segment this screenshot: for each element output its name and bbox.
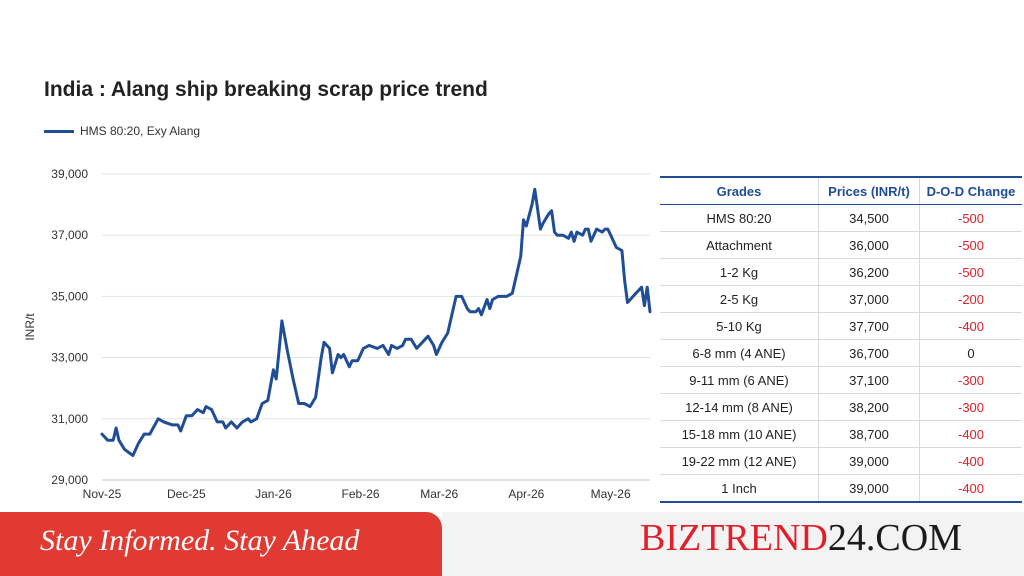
price-cell: 36,000 [818,231,920,259]
y-tick-label: 29,000 [51,473,88,487]
legend-label: HMS 80:20, Exy Alang [80,124,201,138]
table-row: 1-2 Kg 36,200 -500 [660,258,1022,286]
legend-swatch [44,129,74,133]
brand-name: BIZTREND [640,517,828,559]
table-row: Attachment 36,000 -500 [660,231,1022,259]
change-cell: -400 [919,312,1022,340]
change-cell: 0 [919,339,1022,367]
tagline-text: Stay Informed. Stay Ahead [40,524,360,557]
tagline-banner: Stay Informed. Stay Ahead [0,512,442,576]
table-row: 19-22 mm (12 ANE) 39,000 -400 [660,447,1022,475]
change-cell: -500 [919,258,1022,286]
brand-domain: 24.COM [827,517,962,559]
price-cell: 37,100 [818,366,920,394]
series-line [100,187,652,457]
y-axis-label: INR/t [23,313,37,341]
price-cell: 37,700 [818,312,920,340]
header-change: D-O-D Change [919,176,1022,205]
price-cell: 39,000 [818,474,920,503]
grades-table: Grades Prices (INR/t) D-O-D Change HMS 8… [660,176,1022,503]
x-tick-label: May-26 [591,487,631,501]
grade-cell: Attachment [660,231,819,259]
x-tick-label: Nov-25 [83,487,122,501]
table-row: 1 Inch 39,000 -400 [660,474,1022,503]
footer-brand-area [442,512,1024,576]
table-row: 12-14 mm (8 ANE) 38,200 -300 [660,393,1022,421]
y-tick-label: 35,000 [51,289,88,303]
grade-cell: 19-22 mm (12 ANE) [660,447,819,475]
change-cell: -300 [919,366,1022,394]
line-chart: 29,000 31,000 33,000 35,000 37,000 39,000 Nov-… [23,167,652,501]
price-cell: 36,700 [818,339,920,367]
chart-title: India : Alang ship breaking scrap price … [44,78,488,101]
change-cell: -300 [919,393,1022,421]
y-tick-label: 39,000 [51,167,88,181]
table-row: 2-5 Kg 37,000 -200 [660,285,1022,313]
price-cell: 38,200 [818,393,920,421]
x-tick-label: Apr-26 [508,487,544,501]
y-tick-label: 33,000 [51,351,88,365]
y-tick-label: 37,000 [51,228,88,242]
x-tick-label: Jan-26 [255,487,292,501]
chart-legend: HMS 80:20, Exy Alang [44,124,200,138]
grade-cell: HMS 80:20 [660,204,819,232]
change-cell: -400 [919,447,1022,475]
grade-cell: 15-18 mm (10 ANE) [660,420,819,448]
table-row: 15-18 mm (10 ANE) 38,700 -400 [660,420,1022,448]
change-cell: -400 [919,420,1022,448]
y-tick-label: 31,000 [51,412,88,426]
table-row: 5-10 Kg 37,700 -400 [660,312,1022,340]
x-tick-label: Dec-25 [167,487,206,501]
header-grades: Grades [660,176,819,205]
change-cell: -500 [919,231,1022,259]
price-cell: 34,500 [818,204,920,232]
price-cell: 38,700 [818,420,920,448]
price-cell: 37,000 [818,285,920,313]
change-cell: -500 [919,204,1022,232]
header-prices: Prices (INR/t) [818,176,920,205]
grade-cell: 5-10 Kg [660,312,819,340]
change-cell: -200 [919,285,1022,313]
grade-cell: 1 Inch [660,474,819,503]
grade-cell: 1-2 Kg [660,258,819,286]
table-row: HMS 80:20 34,500 -500 [660,204,1022,232]
x-tick-label: Feb-26 [342,487,380,501]
table-row: 6-8 mm (4 ANE) 36,700 0 [660,339,1022,367]
grade-cell: 6-8 mm (4 ANE) [660,339,819,367]
price-cell: 39,000 [818,447,920,475]
brand-logo[interactable]: BIZTREND24.COM [640,516,962,560]
table-row: 9-11 mm (6 ANE) 37,100 -300 [660,366,1022,394]
x-tick-label: Mar-26 [420,487,458,501]
grade-cell: 2-5 Kg [660,285,819,313]
change-cell: -400 [919,474,1022,503]
price-cell: 36,200 [818,258,920,286]
grade-cell: 12-14 mm (8 ANE) [660,393,819,421]
grade-cell: 9-11 mm (6 ANE) [660,366,819,394]
table-header-row: Grades Prices (INR/t) D-O-D Change [660,176,1022,205]
